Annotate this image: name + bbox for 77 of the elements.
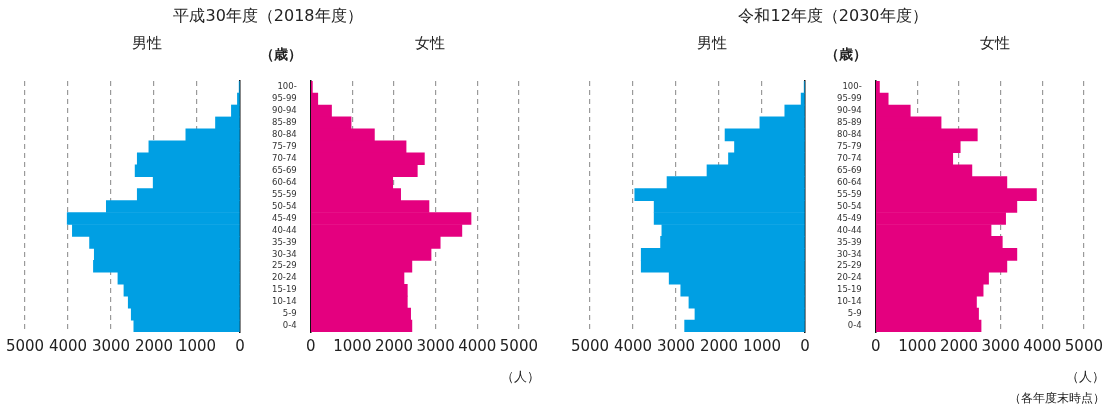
y-tick-label: 85-89: [837, 117, 862, 128]
x-tick-label: 5000: [570, 336, 610, 355]
y-tick-label: 55-59: [272, 188, 297, 199]
x-axis-title: （人）: [501, 368, 540, 386]
y-tick-label: 65-69: [272, 164, 297, 175]
y-tick-label: 95-99: [837, 93, 862, 104]
y-tick-label: 45-49: [837, 212, 862, 223]
x-axis-title: （人）: [1066, 368, 1105, 386]
x-tick-label: 4000: [1023, 336, 1062, 355]
chart-title: 令和12年度（2030年度）: [738, 6, 928, 27]
chart-subtitle: 女性: [414, 34, 445, 53]
x-tick-label: 3000: [416, 336, 455, 355]
y-tick-label: 30-34: [272, 248, 297, 259]
y-tick-label: 0-4: [847, 320, 862, 331]
chart-subtitle: 男性: [132, 34, 163, 53]
x-tick-label: 3000: [91, 336, 131, 355]
y-tick-label: 5-9: [282, 308, 297, 319]
x-tick-label: 4000: [48, 336, 88, 355]
x-tick-label: 2000: [134, 336, 174, 355]
y-tick-label: 0-4: [282, 320, 297, 331]
y-tick-label: 20-24: [837, 272, 862, 283]
y-axis-title: （歳）: [260, 46, 302, 64]
y-tick-label: 65-69: [837, 164, 862, 175]
chart-subtitle: 男性: [697, 34, 728, 53]
x-tick-label: 5000: [1064, 336, 1104, 355]
y-tick-label: 40-44: [837, 224, 862, 235]
text: （各年度末時点）: [1009, 390, 1105, 407]
y-tick-label: 60-64: [272, 176, 297, 187]
x-tick-label: 3000: [656, 336, 696, 355]
y-tick-label: 50-54: [837, 200, 862, 211]
x-tick-label: 4000: [458, 336, 497, 355]
y-tick-label: 40-44: [272, 224, 297, 235]
chart-subtitle: 女性: [979, 34, 1010, 53]
x-tick-label: 1000: [333, 336, 372, 355]
y-tick-label: 20-24: [272, 272, 297, 283]
y-tick-label: 30-34: [837, 248, 862, 259]
y-tick-label: 25-29: [837, 260, 862, 271]
x-tick-label: 4000: [613, 336, 653, 355]
y-tick-label: 90-94: [272, 105, 297, 116]
x-tick-label: 3000: [981, 336, 1020, 355]
y-tick-label: 35-39: [837, 236, 862, 247]
y-tick-label: 15-19: [272, 284, 297, 295]
x-tick-label: 0: [235, 336, 245, 355]
y-tick-label: 5-9: [847, 308, 862, 319]
x-tick-label: 2000: [939, 336, 979, 355]
x-tick-label: 1000: [742, 336, 782, 355]
y-tick-label: 100-: [277, 81, 297, 92]
x-tick-label: 1000: [177, 336, 217, 355]
y-tick-label: 80-84: [272, 129, 297, 140]
x-tick-label: 0: [305, 336, 316, 355]
x-tick-label: 2000: [374, 336, 414, 355]
y-tick-label: 25-29: [272, 260, 297, 271]
y-tick-label: 60-64: [837, 176, 862, 187]
y-tick-label: 55-59: [837, 188, 862, 199]
x-tick-label: 0: [870, 336, 881, 355]
y-tick-label: 50-54: [272, 200, 297, 211]
y-tick-label: 10-14: [272, 296, 297, 307]
y-tick-label: 10-14: [837, 296, 862, 307]
y-tick-label: 90-94: [837, 105, 862, 116]
y-tick-label: 70-74: [272, 152, 297, 163]
y-tick-label: 80-84: [837, 129, 862, 140]
chart-title: 平成30年度（2018年度）: [173, 6, 363, 27]
y-tick-label: 15-19: [837, 284, 862, 295]
y-tick-label: 70-74: [837, 152, 862, 163]
y-tick-label: 75-79: [272, 141, 297, 152]
y-tick-label: 100-: [842, 81, 862, 92]
x-tick-label: 0: [800, 336, 810, 355]
x-tick-label: 1000: [898, 336, 937, 355]
y-tick-label: 85-89: [272, 117, 297, 128]
y-tick-label: 75-79: [837, 141, 862, 152]
y-axis-title: （歳）: [825, 46, 867, 64]
y-tick-label: 45-49: [272, 212, 297, 223]
x-tick-label: 5000: [5, 336, 45, 355]
x-tick-label: 2000: [699, 336, 739, 355]
y-tick-label: 35-39: [272, 236, 297, 247]
x-tick-label: 5000: [499, 336, 539, 355]
y-tick-label: 95-99: [272, 93, 297, 104]
